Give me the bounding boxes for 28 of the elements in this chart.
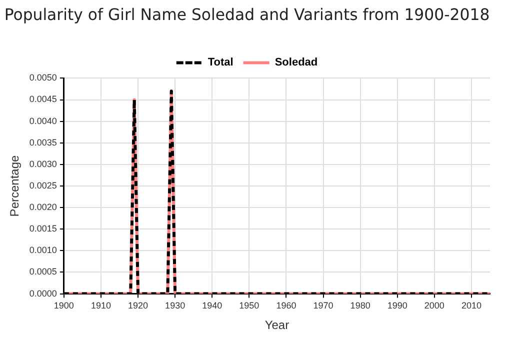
y-tick-label: 0.0035 — [29, 137, 57, 148]
x-tick-label: 1990 — [387, 300, 408, 311]
y-tick-label: 0.0000 — [29, 288, 57, 298]
x-tick-label: 2000 — [424, 300, 444, 311]
x-tick-label: 2010 — [461, 300, 482, 311]
y-tick-label: 0.0010 — [29, 245, 57, 256]
x-tick-label: 1900 — [54, 300, 74, 311]
x-tick-label: 1970 — [313, 300, 334, 311]
chart-title: Popularity of Girl Name Soledad and Variants from 1900-2018 — [4, 4, 490, 24]
x-tick-label: 1930 — [165, 300, 186, 311]
y-tick-label: 0.0050 — [29, 72, 57, 83]
x-tick-label: 1940 — [202, 300, 222, 311]
y-axis-title: Percentage — [8, 154, 22, 217]
y-tick-label: 0.0020 — [29, 202, 57, 212]
x-tick-label: 1950 — [239, 300, 260, 311]
y-tick-label: 0.0015 — [29, 224, 57, 234]
x-tick-label: 1980 — [350, 300, 370, 311]
y-tick-label: 0.0045 — [29, 94, 57, 104]
y-tick-label: 0.0040 — [29, 116, 57, 126]
y-tick-label: 0.0030 — [29, 158, 57, 169]
x-tick-label: 1960 — [276, 300, 296, 311]
y-tick-label: 0.0025 — [29, 180, 57, 190]
x-tick-label: 1920 — [128, 300, 148, 311]
y-tick-label: 0.0005 — [29, 266, 57, 277]
x-axis-title: Year — [264, 318, 290, 332]
legend-label: Soledad — [274, 56, 318, 69]
legend-label: Total — [208, 56, 234, 69]
x-tick-label: 1910 — [90, 300, 111, 311]
